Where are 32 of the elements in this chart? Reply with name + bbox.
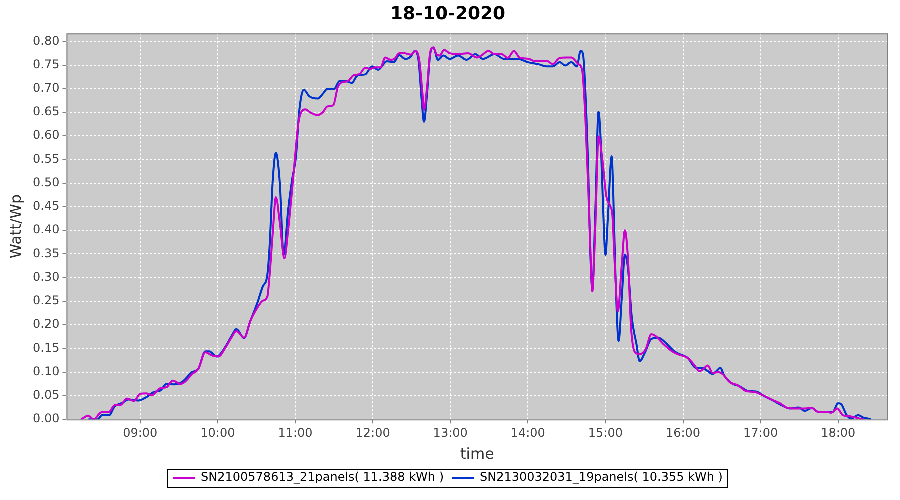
y-tick-label: 0.55 <box>33 152 60 166</box>
y-tick-label: 0.80 <box>33 34 60 48</box>
x-tick-label: 17:00 <box>744 426 778 440</box>
x-tick-label: 15:00 <box>588 426 624 440</box>
x-tick-label: 09:00 <box>123 426 158 440</box>
x-tick-label: 10:00 <box>200 426 236 440</box>
y-tick-label: 0.10 <box>33 364 60 378</box>
x-tick-label: 16:00 <box>666 426 701 440</box>
x-tick-label: 14:00 <box>510 426 546 440</box>
y-tick-label: 0.35 <box>33 246 60 260</box>
y-axis-title: Watt/Wp <box>6 194 25 259</box>
y-tick-label: 0.40 <box>33 222 60 237</box>
x-tick-label: 12:00 <box>356 426 390 440</box>
y-tick-label: 0.20 <box>33 317 60 332</box>
x-tick-label: 18:00 <box>821 426 856 440</box>
y-tick-label: 0.15 <box>33 340 60 355</box>
y-tick-label: 0.75 <box>33 57 60 72</box>
chart-title: 18-10-2020 <box>390 3 506 24</box>
y-tick-label: 0.50 <box>33 175 60 190</box>
x-tick-label: 13:00 <box>433 426 468 440</box>
y-tick-label: 0.65 <box>33 104 60 119</box>
legend-label: SN2100578613_21panels( 11.388 kWh ) <box>201 470 444 484</box>
x-axis-title: time <box>460 444 494 463</box>
y-tick-label: 0.45 <box>33 199 60 214</box>
y-tick-label: 0.05 <box>33 388 60 402</box>
y-tick-label: 0.70 <box>33 81 60 96</box>
y-tick-label: 0.60 <box>33 128 60 142</box>
legend-label: SN2130032031_19panels( 10.355 kWh ) <box>480 470 723 484</box>
y-tick-label: 0.25 <box>33 294 60 308</box>
y-tick-label: 0.00 <box>33 412 60 426</box>
y-tick-label: 0.30 <box>33 270 60 284</box>
x-tick-label: 11:00 <box>278 426 313 440</box>
